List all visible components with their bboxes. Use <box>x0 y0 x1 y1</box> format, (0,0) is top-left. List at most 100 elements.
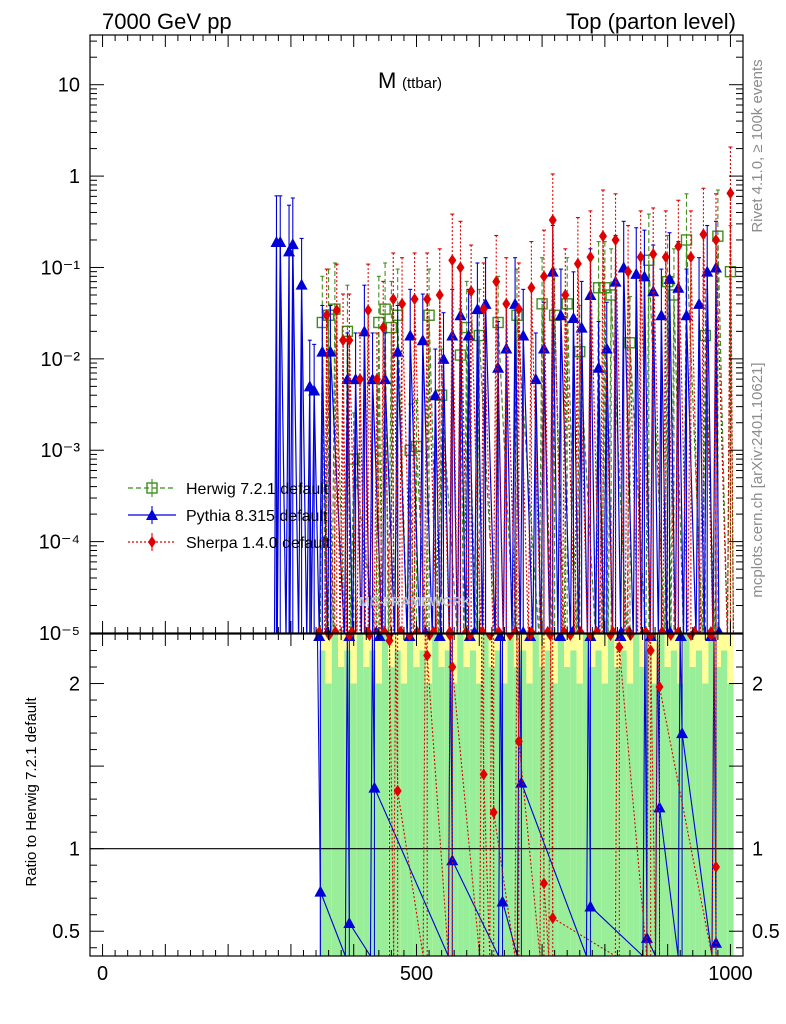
data-point <box>341 373 354 385</box>
data-point <box>479 303 488 316</box>
band-inner <box>721 650 728 956</box>
data-point <box>379 373 392 385</box>
data-point <box>345 334 354 347</box>
floor-point <box>617 626 626 633</box>
ratio-top-point <box>666 634 675 641</box>
band-inner <box>614 667 621 956</box>
data-point <box>423 293 432 306</box>
data-point <box>514 303 523 316</box>
band-inner <box>589 667 596 956</box>
floor-point <box>519 626 528 633</box>
band-inner <box>469 650 477 956</box>
data-point <box>429 389 442 401</box>
band-inner <box>608 634 615 956</box>
ratio-top-point <box>373 634 386 641</box>
ratio-top-point <box>554 634 567 641</box>
ratio-point <box>646 644 655 657</box>
band-inner <box>714 667 722 956</box>
ratio-point <box>515 776 528 788</box>
band-inner <box>702 683 709 956</box>
floor-point <box>315 626 324 633</box>
data-point <box>599 282 611 294</box>
chart-title-sub: (ttbar) <box>402 75 442 92</box>
ratio-top-point <box>606 634 615 641</box>
band-inner <box>545 650 552 956</box>
ratio-top-point <box>566 634 575 641</box>
x-tick-label: 1000 <box>708 963 753 985</box>
band-inner <box>375 683 382 956</box>
ratio-point <box>489 806 498 819</box>
series-2 <box>315 146 735 633</box>
ratio-top-point <box>706 634 715 641</box>
ratio-point <box>655 680 664 693</box>
data-point <box>283 245 296 257</box>
data-point <box>308 384 321 396</box>
band-inner <box>363 667 370 956</box>
ratio-top-point <box>445 634 454 641</box>
band-inner <box>520 650 527 956</box>
data-point <box>699 329 712 342</box>
band-inner <box>444 650 452 956</box>
ratio-series <box>313 634 723 956</box>
data-point <box>500 342 513 354</box>
band-inner <box>369 650 376 956</box>
chart-title-main: M <box>378 68 396 93</box>
band-inner <box>413 667 420 956</box>
data-point <box>536 298 548 310</box>
data-point <box>398 297 407 310</box>
data-point <box>561 298 573 310</box>
ratio-top-point <box>465 634 474 641</box>
legend-marker <box>148 536 156 548</box>
mcplots-label: mcplots.cern.ch [arXiv:2401.10621] <box>749 362 766 597</box>
x-tick-label: 500 <box>400 963 433 985</box>
band-inner <box>331 634 339 956</box>
data-point <box>567 311 580 323</box>
ratio-line <box>316 634 717 956</box>
band-inner <box>708 634 715 956</box>
series-1 <box>270 195 723 633</box>
band-inner <box>388 667 395 956</box>
floor-point <box>706 626 715 633</box>
data-point <box>372 373 381 386</box>
floor-point <box>658 626 667 633</box>
ratio-top-point <box>626 634 635 641</box>
ratio-series-1 <box>325 634 721 956</box>
band-inner <box>645 650 652 956</box>
band-inner <box>482 634 489 956</box>
ratio-point <box>514 735 523 748</box>
ratio-point <box>539 877 548 890</box>
data-point <box>456 261 465 274</box>
data-point <box>274 236 287 248</box>
band-inner <box>695 650 703 956</box>
ratio-tick-label-right: 2 <box>752 674 763 696</box>
ratio-point <box>423 649 432 662</box>
data-point <box>286 238 299 250</box>
ratio-top-point <box>345 634 354 641</box>
data-point <box>527 281 536 294</box>
data-point <box>611 233 620 246</box>
ratio-tick-label: 2 <box>69 674 80 696</box>
band-inner <box>677 683 684 956</box>
main-series <box>270 146 737 633</box>
band-inner <box>658 634 665 956</box>
data-point <box>584 288 597 300</box>
data-point <box>502 297 511 310</box>
ratio-top-point <box>526 634 535 641</box>
band-inner <box>338 667 345 956</box>
data-point <box>295 278 308 290</box>
band-inner <box>513 667 521 956</box>
floor-point <box>641 626 650 633</box>
data-point <box>423 309 435 321</box>
band-inner <box>507 634 514 956</box>
ratio-point <box>496 895 509 907</box>
data-point <box>416 334 429 346</box>
data-point <box>437 352 450 364</box>
band-inner <box>551 683 558 956</box>
data-point <box>316 345 329 357</box>
ratio-point <box>314 885 327 897</box>
ratio-point <box>584 900 597 912</box>
legend-label: Pythia 8.315 default <box>186 508 328 525</box>
band-inner <box>683 634 690 956</box>
data-point <box>600 342 613 354</box>
